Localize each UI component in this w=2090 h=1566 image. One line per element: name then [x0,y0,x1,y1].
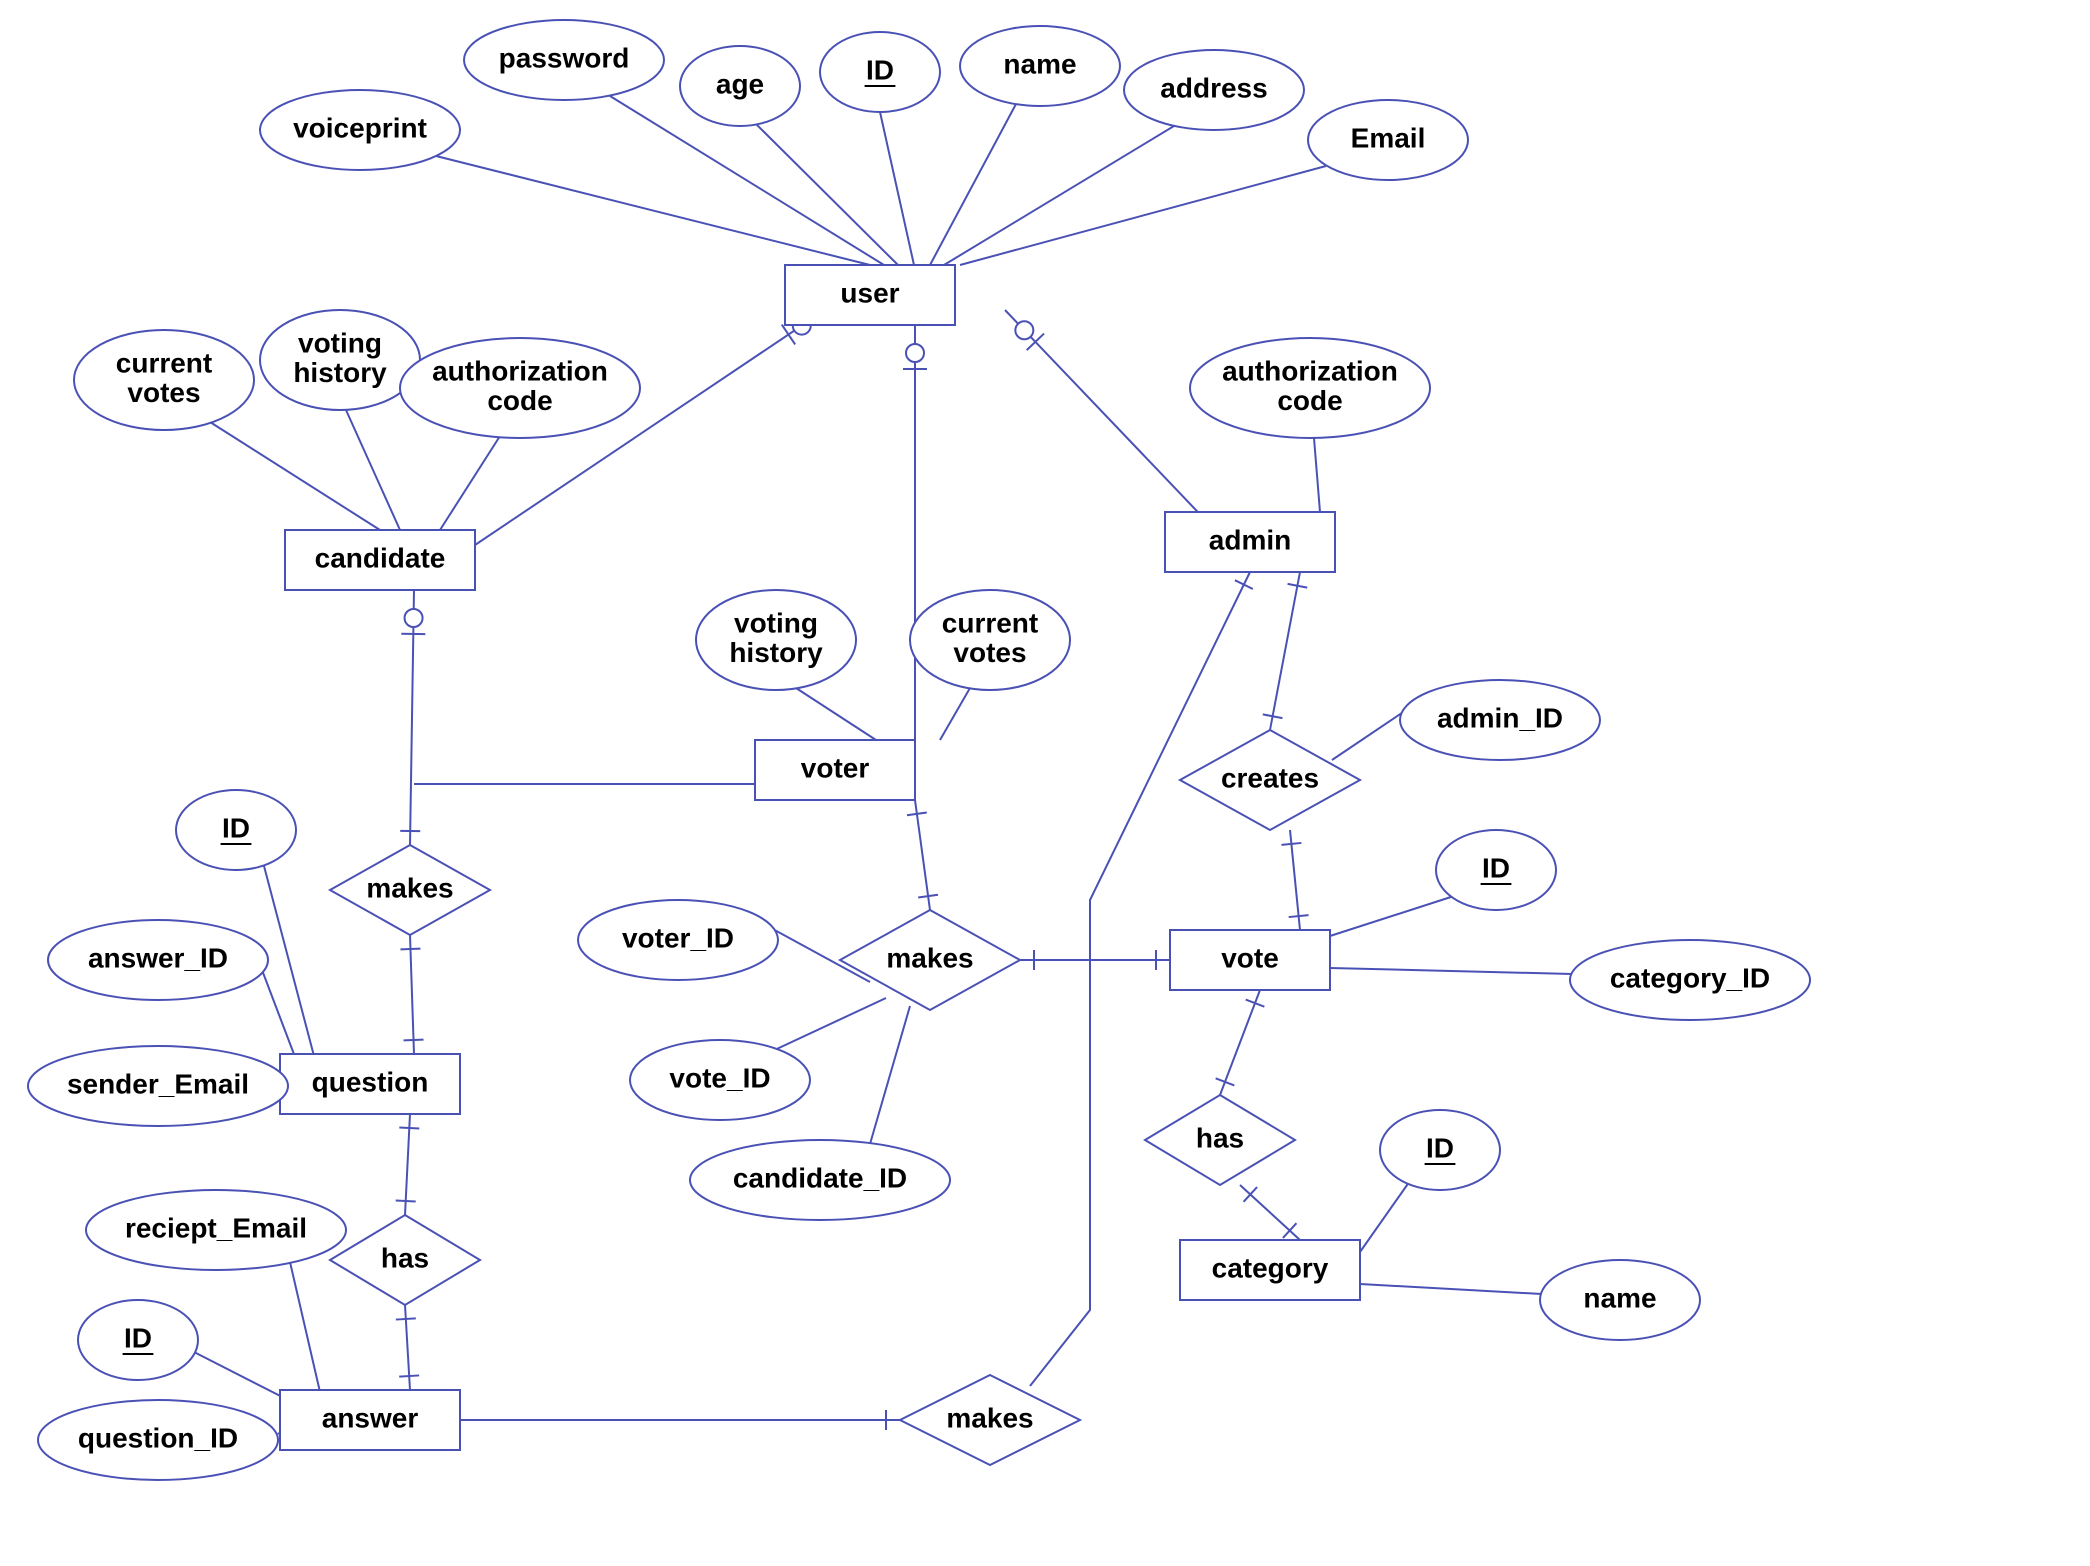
svg-text:ID: ID [866,54,894,85]
svg-text:voter_ID: voter_ID [622,922,734,953]
svg-text:voting: voting [734,608,818,639]
edge [1314,438,1320,512]
svg-text:question_ID: question_ID [78,1422,238,1453]
edge [930,104,1016,265]
svg-text:voiceprint: voiceprint [293,112,427,143]
svg-text:admin_ID: admin_ID [1437,702,1563,733]
edge [396,1114,420,1215]
svg-text:makes: makes [946,1402,1033,1433]
edge [396,1305,419,1390]
svg-text:answer_ID: answer_ID [88,942,228,973]
svg-text:current: current [116,348,212,379]
edge [1360,1178,1412,1252]
edge [1330,968,1572,974]
edge [1281,830,1308,930]
svg-text:category: category [1212,1252,1329,1283]
svg-text:voting: voting [298,328,382,359]
svg-text:answer: answer [322,1402,419,1433]
edge [1263,572,1307,730]
edge [940,688,970,740]
svg-text:password: password [499,42,630,73]
svg-text:ID: ID [1426,1132,1454,1163]
svg-text:ID: ID [222,812,250,843]
svg-text:address: address [1160,72,1267,103]
svg-text:vote_ID: vote_ID [669,1062,770,1093]
svg-text:makes: makes [366,872,453,903]
svg-text:admin: admin [1209,524,1291,555]
svg-text:question: question [312,1066,429,1097]
svg-text:sender_Email: sender_Email [67,1068,249,1099]
er-diagram: user candidate admin voter vote question answe… [0,0,2090,1566]
svg-text:history: history [293,357,387,388]
svg-text:makes: makes [886,942,973,973]
svg-text:Email: Email [1351,122,1426,153]
svg-text:creates: creates [1221,762,1319,793]
edge [460,1410,900,1430]
svg-text:candidate: candidate [315,542,446,573]
svg-text:age: age [716,68,764,99]
edge [346,410,400,530]
svg-text:history: history [729,637,823,668]
svg-text:votes: votes [953,637,1026,668]
svg-text:current: current [942,608,1038,639]
edge [1330,896,1454,936]
svg-text:votes: votes [127,377,200,408]
edge [907,800,938,910]
svg-text:ID: ID [1482,852,1510,883]
edge [880,112,914,265]
edge [1360,1284,1542,1294]
shapes-layer [28,20,1810,1480]
edge [960,166,1326,265]
edge [766,998,886,1054]
edge [290,1262,320,1392]
svg-text:ID: ID [124,1322,152,1353]
edge [870,1006,910,1144]
edge [1005,310,1215,530]
edge [1240,1185,1300,1240]
edge [400,590,425,845]
edge [210,422,380,530]
edge [1216,990,1265,1095]
edge [796,688,876,740]
svg-text:code: code [1277,385,1342,416]
svg-text:reciept_Email: reciept_Email [125,1212,307,1243]
edge [264,866,314,1056]
edge [400,935,423,1054]
svg-text:name: name [1003,48,1076,79]
svg-text:has: has [381,1242,429,1273]
edge [756,124,898,265]
edge [440,436,500,530]
svg-text:vote: vote [1221,942,1279,973]
svg-text:has: has [1196,1122,1244,1153]
edge [903,325,927,740]
svg-text:code: code [487,385,552,416]
edge [1020,950,1170,970]
svg-text:candidate_ID: candidate_ID [733,1162,907,1193]
svg-text:authorization: authorization [1222,356,1398,387]
svg-text:category_ID: category_ID [1610,962,1770,993]
svg-text:user: user [840,277,899,308]
svg-text:name: name [1583,1282,1656,1313]
svg-text:voter: voter [801,752,870,783]
edge [944,126,1174,265]
svg-text:authorization: authorization [432,356,608,387]
